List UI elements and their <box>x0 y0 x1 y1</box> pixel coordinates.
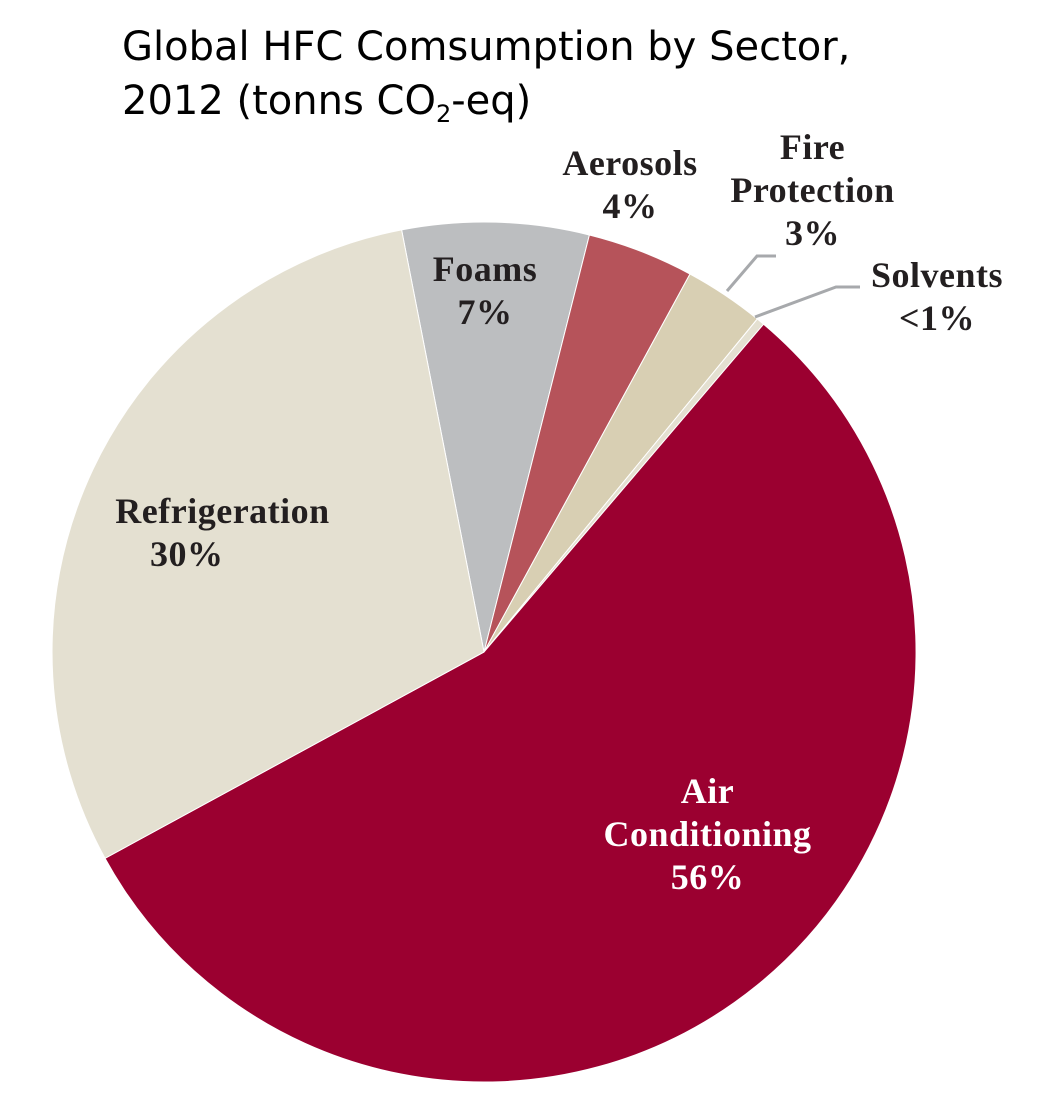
label-foams: Foams 7% <box>410 248 560 334</box>
label-fire-name2: Protection <box>730 170 895 210</box>
pie-slice-refrigeration <box>51 229 485 859</box>
label-air-pct: 56% <box>670 857 745 897</box>
label-refrigeration: Refrigeration 30% <box>95 490 350 576</box>
label-fire-pct: 3% <box>785 213 840 253</box>
title-text: 2012 (tonns CO <box>122 78 436 124</box>
pie-slice-foams <box>401 221 591 653</box>
label-air-conditioning: Air Conditioning 56% <box>570 770 845 899</box>
label-aerosols-name: Aerosols <box>562 143 698 183</box>
pie-slice-air-conditioning <box>104 323 917 1083</box>
title-subscript: 2 <box>435 100 452 128</box>
fire-protection-leader-line <box>725 254 776 292</box>
label-refrigeration-name: Refrigeration <box>115 491 330 531</box>
label-solvents-pct: <1% <box>898 298 975 338</box>
label-solvents: Solvents <1% <box>852 254 1022 340</box>
solvents-leader-line <box>754 285 860 319</box>
pie-slices <box>51 221 917 1083</box>
label-fire-name1: Fire <box>779 127 846 167</box>
label-fire-protection: Fire Protection 3% <box>710 126 915 255</box>
label-refrigeration-pct: 30% <box>150 534 224 574</box>
chart-title-line2: 2012 (tonns CO2-eq) <box>122 74 1002 128</box>
label-solvents-name: Solvents <box>870 255 1004 295</box>
chart-title-line1: Global HFC Comsumption by Sector, <box>122 24 851 70</box>
label-aerosols-pct: 4% <box>602 186 658 226</box>
label-air-name2: Conditioning <box>603 814 812 854</box>
title-text-end: -eq) <box>451 78 532 124</box>
label-foams-pct: 7% <box>457 292 513 332</box>
label-air-name1: Air <box>680 771 735 811</box>
label-aerosols: Aerosols 4% <box>540 142 720 228</box>
label-foams-name: Foams <box>432 249 538 289</box>
chart-title: Global HFC Comsumption by Sector, 2012 (… <box>122 20 1002 128</box>
